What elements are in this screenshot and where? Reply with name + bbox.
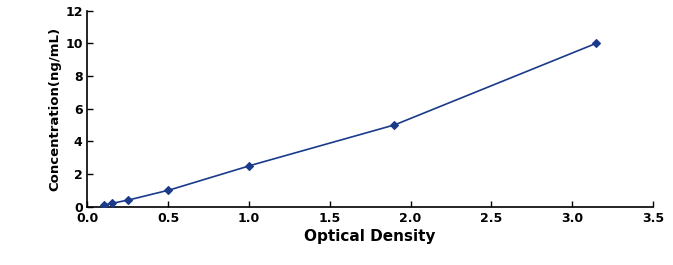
Y-axis label: Concentration(ng/mL): Concentration(ng/mL) — [48, 26, 61, 191]
X-axis label: Optical Density: Optical Density — [304, 229, 436, 244]
